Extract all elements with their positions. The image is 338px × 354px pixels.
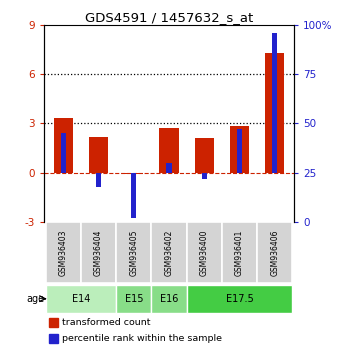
Bar xyxy=(61,133,66,173)
Text: E16: E16 xyxy=(160,294,178,304)
Text: E14: E14 xyxy=(72,294,90,304)
Text: age: age xyxy=(26,294,44,304)
Text: E15: E15 xyxy=(124,294,143,304)
Bar xyxy=(187,285,292,313)
Bar xyxy=(272,33,277,173)
Bar xyxy=(237,129,242,173)
Bar xyxy=(116,285,151,313)
Bar xyxy=(222,222,257,283)
Bar xyxy=(131,173,137,218)
Bar xyxy=(46,285,116,313)
Text: GSM936401: GSM936401 xyxy=(235,229,244,276)
Bar xyxy=(116,222,151,283)
Bar xyxy=(49,334,58,343)
Bar xyxy=(151,285,187,313)
Text: GSM936405: GSM936405 xyxy=(129,229,138,276)
Bar xyxy=(124,173,143,174)
Text: percentile rank within the sample: percentile rank within the sample xyxy=(62,334,222,343)
Bar xyxy=(54,119,73,173)
Bar xyxy=(81,222,116,283)
Bar xyxy=(96,173,101,187)
Text: GSM936403: GSM936403 xyxy=(59,229,68,276)
Text: E17.5: E17.5 xyxy=(225,294,254,304)
Bar xyxy=(230,126,249,173)
Text: GSM936402: GSM936402 xyxy=(165,229,173,276)
Text: GSM936404: GSM936404 xyxy=(94,229,103,276)
Bar xyxy=(49,318,58,327)
Bar xyxy=(46,222,81,283)
Text: GSM936406: GSM936406 xyxy=(270,229,279,276)
Bar xyxy=(166,163,172,173)
Bar xyxy=(257,222,292,283)
Bar xyxy=(151,222,187,283)
Bar xyxy=(89,137,108,173)
Bar xyxy=(159,128,179,173)
Text: GSM936400: GSM936400 xyxy=(200,229,209,276)
Bar xyxy=(195,138,214,173)
Bar xyxy=(265,53,284,173)
Bar xyxy=(201,173,207,179)
Text: transformed count: transformed count xyxy=(62,318,150,327)
Title: GDS4591 / 1457632_s_at: GDS4591 / 1457632_s_at xyxy=(85,11,253,24)
Bar xyxy=(187,222,222,283)
